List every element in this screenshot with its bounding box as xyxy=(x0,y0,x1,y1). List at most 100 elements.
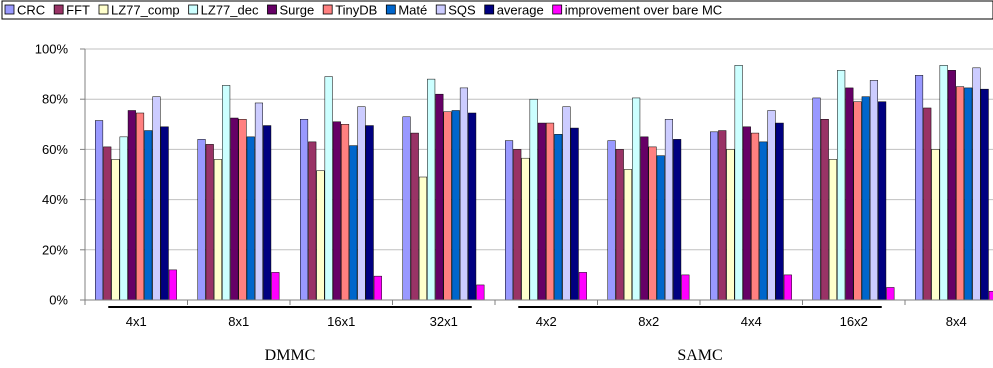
legend-label: LZ77_dec xyxy=(201,3,259,18)
x-tick-label: 32x1 xyxy=(430,314,458,329)
bar xyxy=(742,126,751,301)
bar xyxy=(127,110,136,301)
bar xyxy=(734,65,743,301)
legend-swatch xyxy=(322,4,333,15)
bar xyxy=(308,141,317,301)
bar xyxy=(213,159,222,301)
bar xyxy=(562,106,571,301)
bar xyxy=(615,149,624,301)
bar xyxy=(254,102,263,301)
bar xyxy=(664,119,674,301)
x-tick-label: 16x1 xyxy=(327,314,355,329)
bar xyxy=(878,101,887,301)
bar xyxy=(578,272,587,301)
bar xyxy=(656,155,665,301)
legend-swatch xyxy=(385,4,396,15)
y-tick-label: 40% xyxy=(42,192,68,207)
bar xyxy=(607,140,616,301)
legend-item: FFT xyxy=(53,3,90,18)
bar xyxy=(300,119,309,301)
legend-label: FFT xyxy=(66,3,90,18)
bar xyxy=(828,159,838,301)
bar xyxy=(119,136,128,301)
x-tick-label: 8x2 xyxy=(638,314,659,329)
bar xyxy=(947,70,956,301)
bar xyxy=(751,132,760,301)
bar xyxy=(570,127,579,301)
bar xyxy=(923,107,932,301)
bar xyxy=(980,88,989,301)
bar xyxy=(869,80,879,301)
legend-label: LZ77_comp xyxy=(111,3,180,18)
legend-label: CRC xyxy=(17,3,45,18)
legend-item: TinyDB xyxy=(322,3,377,18)
bar xyxy=(459,87,468,301)
bar xyxy=(144,130,153,301)
y-tick-label: 0% xyxy=(49,293,68,308)
legend-item: Surge xyxy=(267,3,314,18)
bar xyxy=(263,125,272,301)
bar xyxy=(632,97,641,301)
legend-item: CRC xyxy=(4,3,45,18)
bar xyxy=(759,141,768,301)
legend-label: Maté xyxy=(398,3,427,18)
bar xyxy=(546,122,555,301)
bar xyxy=(886,287,895,301)
bar xyxy=(820,119,829,301)
legend-label: Surge xyxy=(279,3,314,18)
legend-swatch xyxy=(435,4,446,15)
bar xyxy=(681,274,690,301)
legend-swatch xyxy=(188,4,199,15)
bar xyxy=(648,146,657,301)
legend: CRC FFT LZ77_comp LZ77_dec Surge TinyDB Maté SQ… xyxy=(1,0,993,20)
group-label: SAMC xyxy=(677,347,722,364)
x-tick-label: 8x4 xyxy=(946,314,967,329)
bar xyxy=(168,269,177,301)
legend-box xyxy=(1,0,993,20)
bar xyxy=(775,122,784,301)
bar xyxy=(410,132,419,301)
bars xyxy=(95,65,993,301)
bar xyxy=(316,170,325,301)
bar xyxy=(476,284,485,301)
axes xyxy=(84,49,993,308)
bar xyxy=(332,121,341,301)
bar xyxy=(964,87,973,301)
bar xyxy=(341,124,350,301)
bar xyxy=(271,272,280,301)
legend-item: LZ77_comp xyxy=(98,3,180,18)
bar xyxy=(443,111,452,301)
bar xyxy=(205,144,214,301)
bar xyxy=(349,145,358,301)
bar xyxy=(915,75,924,301)
axis-labels: 0% 20% 40% 60% 80% 100% 4x1 8x1 16x1 32x1 4x2 8x2 4x… xyxy=(35,42,967,365)
legend-swatch xyxy=(53,4,64,15)
bar xyxy=(554,134,563,301)
bar xyxy=(246,136,255,301)
bar xyxy=(103,146,112,301)
bar xyxy=(222,85,231,301)
bar xyxy=(623,169,633,301)
legend-label: TinyDB xyxy=(335,3,377,18)
legend-item: SQS xyxy=(435,3,476,18)
legend-swatch xyxy=(267,4,277,15)
legend-item: improvement over bare MC xyxy=(552,3,723,18)
bar xyxy=(853,101,862,301)
bar xyxy=(402,116,411,301)
bar xyxy=(95,120,104,301)
bar xyxy=(956,86,965,301)
legend-item: Maté xyxy=(385,3,427,18)
y-tick-label: 80% xyxy=(42,92,68,107)
x-tick-label: 4x2 xyxy=(536,314,557,329)
bar xyxy=(812,97,821,301)
legend-swatch xyxy=(484,4,495,15)
legend-label: improvement over bare MC xyxy=(565,3,723,18)
bar xyxy=(152,96,161,301)
legend-item: LZ77_dec xyxy=(188,3,259,18)
bar xyxy=(931,149,940,301)
bar xyxy=(837,70,846,301)
bar xyxy=(111,159,120,301)
bar xyxy=(468,112,477,301)
bar xyxy=(861,96,870,301)
